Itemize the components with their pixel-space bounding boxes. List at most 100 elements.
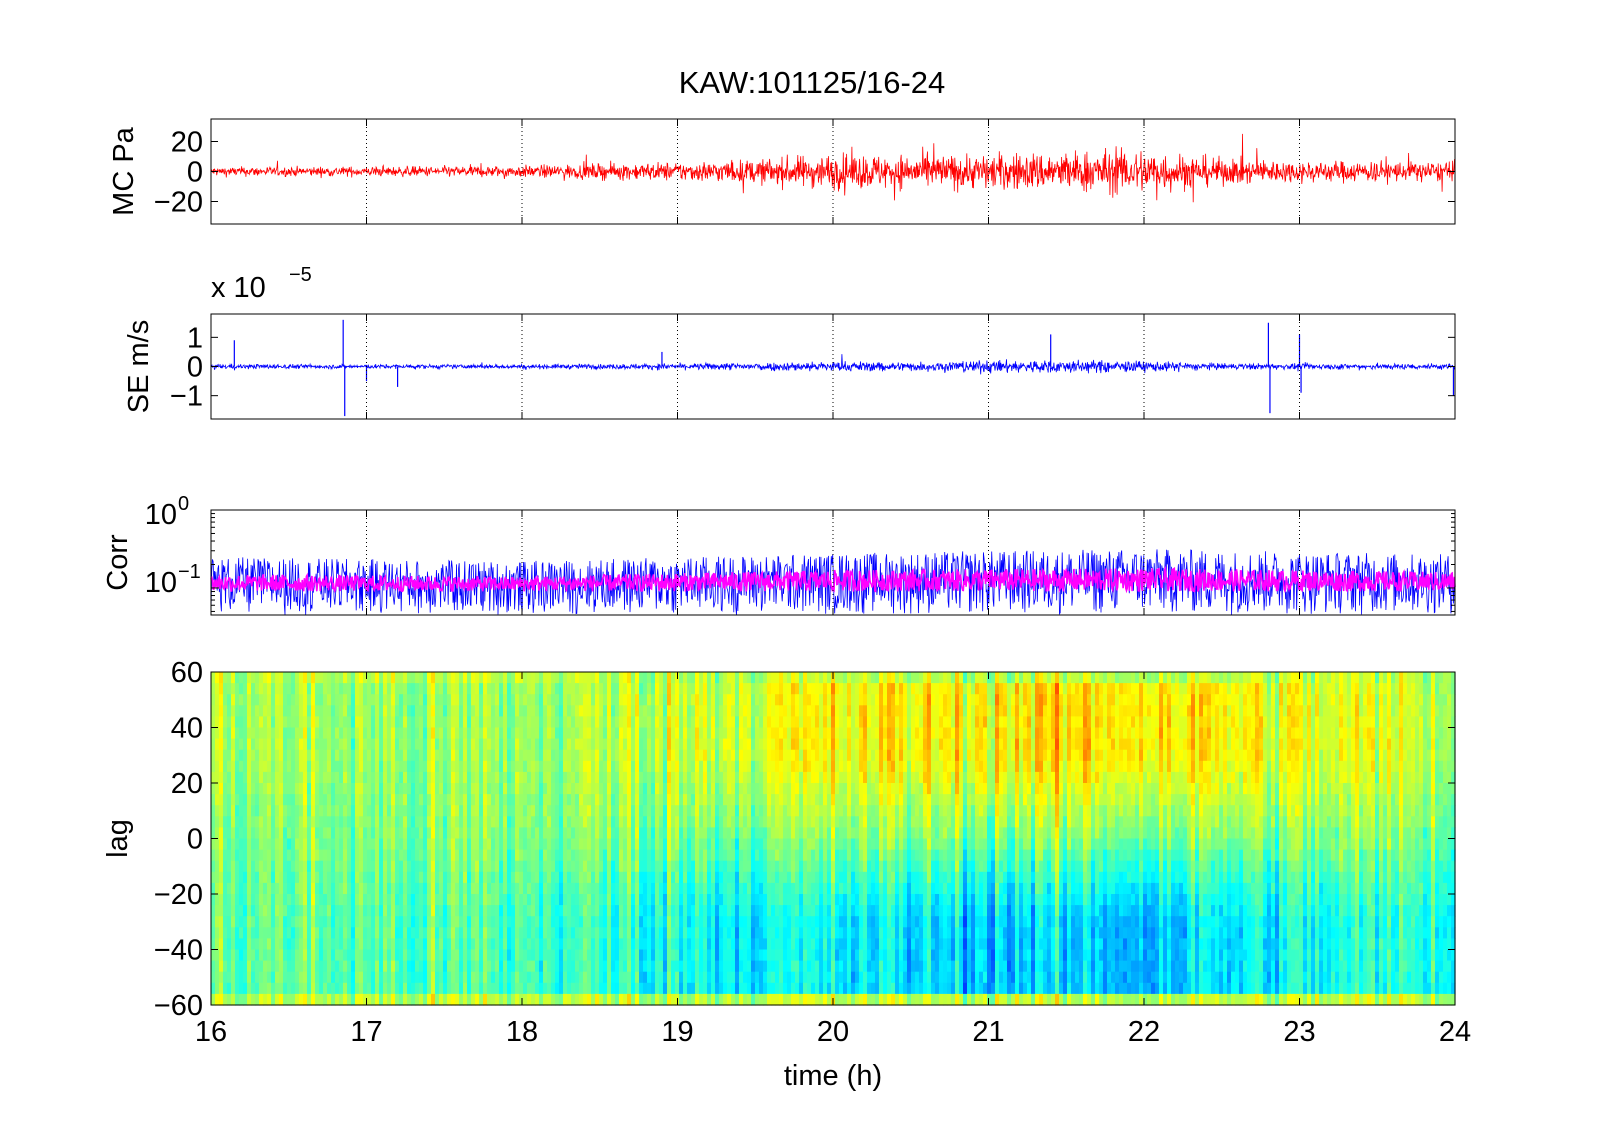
heatmap-cell	[235, 771, 240, 784]
heatmap-cell	[599, 805, 604, 817]
heatmap-cell	[479, 905, 484, 917]
heatmap-cell	[255, 871, 260, 884]
heatmap-cell	[243, 849, 248, 862]
heatmap-cell	[467, 705, 472, 717]
heatmap-cell	[643, 860, 648, 873]
heatmap-cell	[779, 760, 784, 773]
heatmap-cell	[779, 705, 784, 717]
heatmap-cell	[575, 916, 580, 928]
heatmap-cell	[411, 771, 416, 784]
heatmap-cell	[827, 738, 832, 751]
heatmap-cell	[247, 727, 252, 740]
heatmap-cell	[275, 894, 280, 906]
heatmap-cell	[743, 882, 748, 895]
heatmap-cell	[551, 816, 556, 828]
heatmap-cell	[759, 949, 764, 962]
heatmap-cell	[667, 960, 672, 973]
heatmap-cell	[719, 727, 724, 740]
heatmap-cell	[719, 749, 724, 762]
heatmap-cell	[423, 871, 428, 884]
heatmap-cell	[739, 694, 744, 706]
heatmap-cell	[247, 905, 252, 917]
heatmap-cell	[823, 727, 828, 740]
heatmap-cell	[275, 938, 280, 951]
heatmap-cell	[407, 838, 412, 851]
heatmap-cell	[503, 894, 508, 906]
heatmap-cell	[539, 960, 544, 973]
heatmap-cell	[559, 838, 564, 851]
heatmap-cell	[547, 727, 552, 740]
heatmap-cell	[255, 949, 260, 962]
heatmap-cell	[815, 783, 820, 795]
heatmap-cell	[567, 838, 572, 851]
heatmap-cell	[455, 949, 460, 962]
heatmap-cell	[711, 771, 716, 784]
heatmap-cell	[803, 916, 808, 928]
heatmap-cell	[235, 860, 240, 873]
heatmap-cell	[459, 927, 464, 939]
heatmap-cell	[331, 860, 336, 873]
heatmap-cell	[283, 827, 288, 840]
heatmap-cell	[655, 738, 660, 751]
heatmap-cell	[575, 993, 580, 1006]
heatmap-cell	[211, 927, 216, 939]
heatmap-cell	[367, 716, 372, 729]
heatmap-cell	[371, 694, 376, 706]
heatmap-cell	[443, 716, 448, 729]
heatmap-cell	[259, 672, 264, 684]
heatmap-cell	[483, 716, 488, 729]
heatmap-cell	[811, 705, 816, 717]
heatmap-cell	[467, 827, 472, 840]
heatmap-cell	[455, 916, 460, 928]
heatmap-cell	[443, 849, 448, 862]
heatmap-cell	[779, 716, 784, 729]
heatmap-cell	[419, 783, 424, 795]
heatmap-cell	[515, 749, 520, 762]
heatmap-cell	[811, 738, 816, 751]
heatmap-cell	[491, 938, 496, 951]
heatmap-cell	[687, 705, 692, 717]
heatmap-cell	[803, 894, 808, 906]
heatmap-cell	[271, 905, 276, 917]
heatmap-cell	[379, 938, 384, 951]
heatmap-cell	[515, 960, 520, 973]
heatmap-cell	[715, 982, 720, 995]
heatmap-cell	[727, 938, 732, 951]
heatmap-cell	[379, 760, 384, 773]
heatmap-cell	[523, 938, 528, 951]
heatmap-cell	[343, 871, 348, 884]
heatmap-cell	[763, 871, 768, 884]
heatmap-cell	[239, 816, 244, 828]
heatmap-cell	[503, 705, 508, 717]
heatmap-cell	[647, 949, 652, 962]
heatmap-cell	[271, 838, 276, 851]
heatmap-cell	[567, 982, 572, 995]
heatmap-cell	[251, 771, 256, 784]
heatmap-cell	[775, 794, 780, 806]
heatmap-cell	[707, 716, 712, 729]
heatmap-cell	[847, 794, 852, 806]
heatmap-cell	[215, 705, 220, 717]
heatmap-cell	[767, 694, 772, 706]
heatmap-cell	[271, 927, 276, 939]
heatmap-cell	[599, 916, 604, 928]
heatmap-cell	[623, 783, 628, 795]
heatmap-cell	[499, 838, 504, 851]
heatmap-cell	[551, 960, 556, 973]
heatmap-cell	[387, 938, 392, 951]
heatmap-cell	[587, 705, 592, 717]
heatmap-cell	[743, 960, 748, 973]
heatmap-cell	[459, 816, 464, 828]
heatmap-cell	[451, 905, 456, 917]
heatmap-cell	[579, 905, 584, 917]
heatmap-cell	[235, 916, 240, 928]
heatmap-cell	[351, 905, 356, 917]
heatmap-cell	[851, 805, 856, 817]
heatmap-cell	[747, 905, 752, 917]
heatmap-cell	[339, 760, 344, 773]
heatmap-cell	[559, 783, 564, 795]
heatmap-cell	[795, 771, 800, 784]
y-tick-label: −20	[154, 187, 203, 219]
heatmap-cell	[723, 927, 728, 939]
heatmap-cell	[231, 827, 236, 840]
